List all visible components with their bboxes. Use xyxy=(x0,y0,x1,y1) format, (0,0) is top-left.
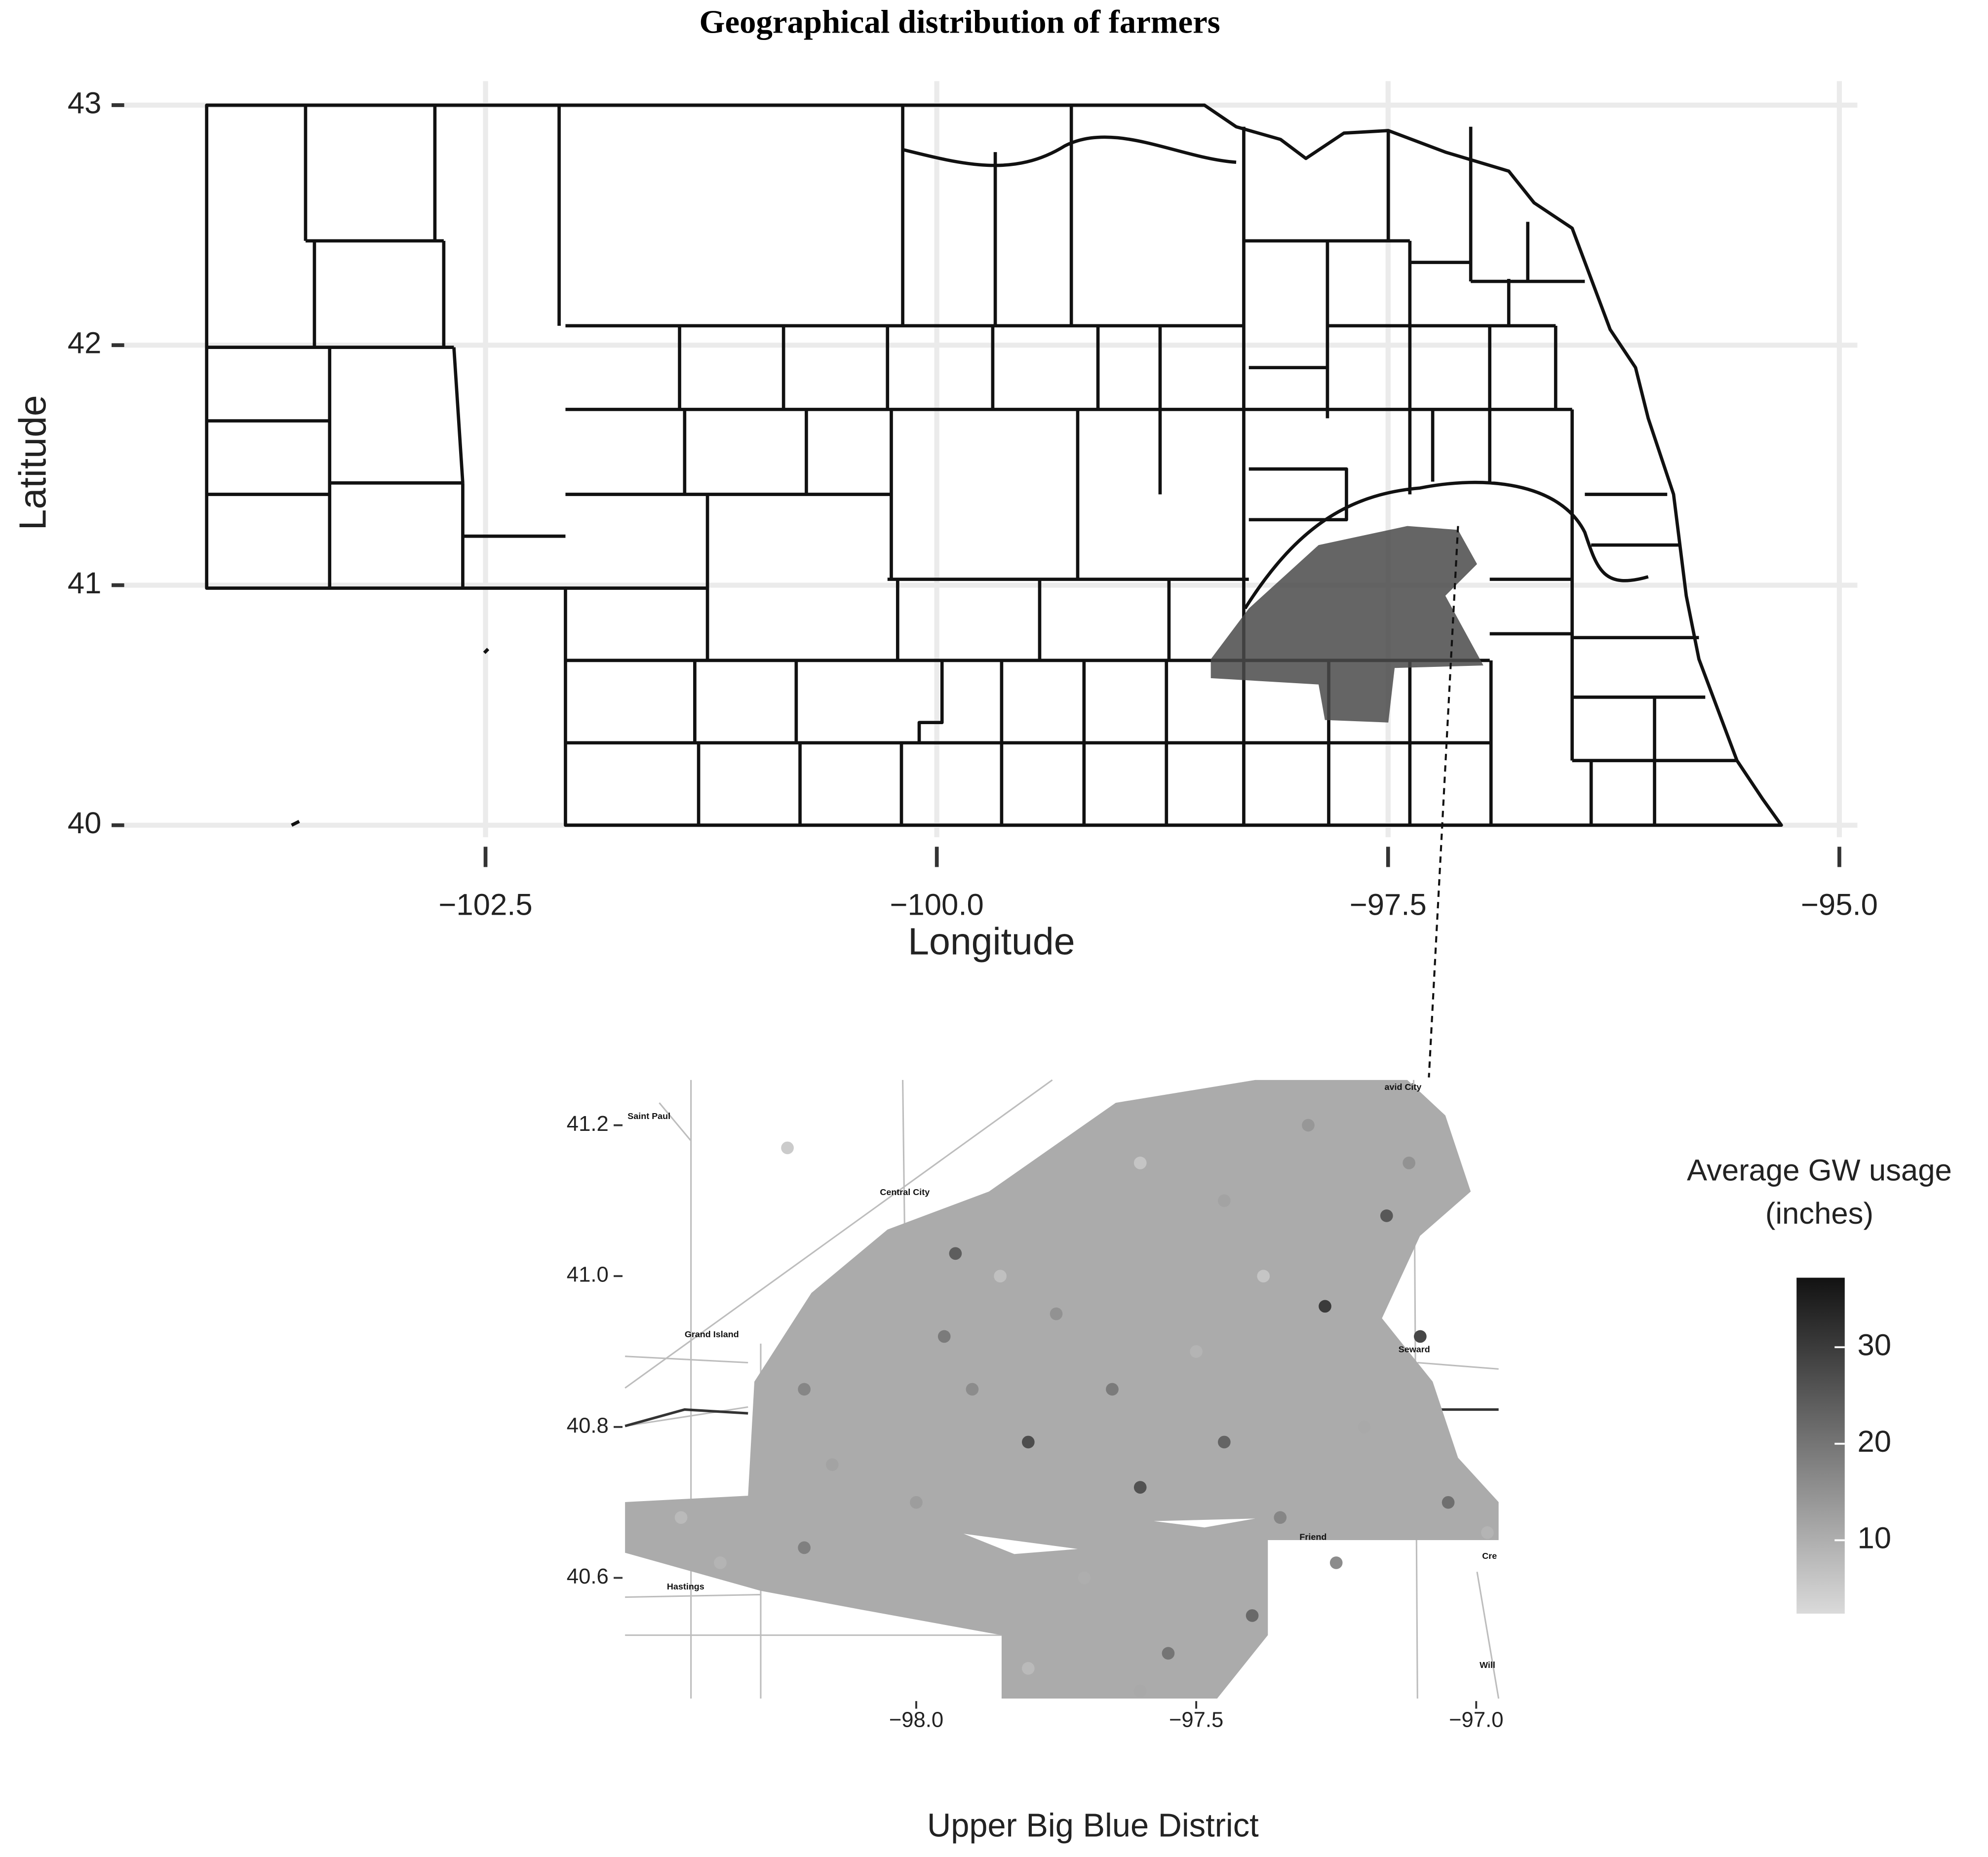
county-lines xyxy=(206,105,1737,827)
area-gaps xyxy=(963,1518,1255,1554)
point xyxy=(1078,1571,1091,1585)
point xyxy=(1022,1662,1035,1675)
place-label: Friend xyxy=(1299,1532,1326,1542)
x-axis-title: Longitude xyxy=(908,920,1075,963)
state-outline xyxy=(205,103,1783,827)
point xyxy=(798,1541,811,1554)
point xyxy=(937,1330,951,1343)
point xyxy=(949,1247,962,1260)
point xyxy=(1022,1435,1035,1449)
point xyxy=(1302,1119,1315,1132)
point xyxy=(1218,1435,1231,1449)
point xyxy=(714,1556,727,1569)
point xyxy=(1358,1421,1371,1433)
caption: Upper Big Blue District xyxy=(927,1808,1259,1844)
y-tick-label: 41 xyxy=(68,566,102,600)
y-tick-label: 40.6 xyxy=(567,1564,609,1588)
district-cloud xyxy=(1210,526,1483,723)
legend-title: (inches) xyxy=(1765,1197,1873,1231)
marks: −102.5 −100.0 −97.5 −95.0 40 41 42 43 −98.0 −97.5… xyxy=(68,86,1891,1732)
x-tick-label: −98.0 xyxy=(889,1708,943,1732)
point xyxy=(674,1511,688,1524)
point xyxy=(1329,1556,1343,1569)
colorbar xyxy=(1796,1277,1845,1614)
point xyxy=(910,1496,923,1509)
legend-title: Average GW usage xyxy=(1687,1154,1952,1188)
point xyxy=(1133,1157,1147,1169)
point xyxy=(1190,1345,1203,1358)
place-label: Saint Paul xyxy=(627,1111,670,1121)
point xyxy=(966,1383,979,1396)
point xyxy=(825,1458,839,1471)
nebraska-counties xyxy=(205,103,1783,1078)
point xyxy=(1403,1157,1416,1169)
place-label: Hastings xyxy=(667,1582,704,1591)
y-tick-label: 41.2 xyxy=(567,1112,609,1136)
point xyxy=(781,1141,794,1155)
colorbar-tick-label: 30 xyxy=(1857,1328,1891,1362)
point xyxy=(1162,1647,1175,1660)
y-axis-title: Latitude xyxy=(11,395,54,530)
point xyxy=(1133,1481,1147,1494)
x-tick-label: −97.5 xyxy=(1350,888,1427,922)
point xyxy=(1246,1609,1259,1622)
x-tick-label: −97.0 xyxy=(1449,1708,1503,1732)
place-label: Will xyxy=(1480,1660,1495,1670)
highway xyxy=(624,1408,1499,1428)
point xyxy=(1274,1511,1287,1524)
place-label: Seward xyxy=(1399,1345,1430,1354)
point xyxy=(1481,1526,1494,1539)
place-label: Cre xyxy=(1482,1551,1497,1561)
y-tick-label: 42 xyxy=(68,326,102,360)
y-tick-label: 40.8 xyxy=(567,1413,609,1437)
place-label: Central City xyxy=(880,1187,930,1197)
point xyxy=(1050,1307,1063,1320)
y-tick-label: 41.0 xyxy=(567,1263,609,1287)
point xyxy=(1257,1270,1270,1283)
y-tick-label: 40 xyxy=(68,806,102,840)
point xyxy=(1218,1194,1231,1207)
point xyxy=(1442,1496,1455,1509)
x-tick-label: −95.0 xyxy=(1801,888,1878,922)
point xyxy=(1414,1330,1427,1343)
place-label: avid City xyxy=(1385,1082,1422,1092)
district-area xyxy=(625,1080,1499,1699)
point xyxy=(1380,1209,1393,1222)
inset-map: Saint Paul Central City Grand Island Sew… xyxy=(624,1079,1500,1699)
y-tick-label: 43 xyxy=(68,86,102,120)
point xyxy=(1133,1684,1147,1698)
point xyxy=(1106,1383,1119,1396)
colorbar-tick-label: 20 xyxy=(1857,1425,1891,1459)
x-tick-label: −102.5 xyxy=(438,888,532,922)
x-tick-label: −97.5 xyxy=(1169,1708,1223,1732)
point xyxy=(994,1270,1007,1283)
zoom-connector xyxy=(1428,526,1459,1078)
point xyxy=(1319,1300,1331,1313)
colorbar-tick-label: 10 xyxy=(1857,1521,1891,1555)
x-tick-label: −100.0 xyxy=(890,888,984,922)
figure-title: Geographical distribution of farmers xyxy=(700,4,1220,40)
place-label: Grand Island xyxy=(685,1329,739,1339)
point xyxy=(798,1383,811,1396)
